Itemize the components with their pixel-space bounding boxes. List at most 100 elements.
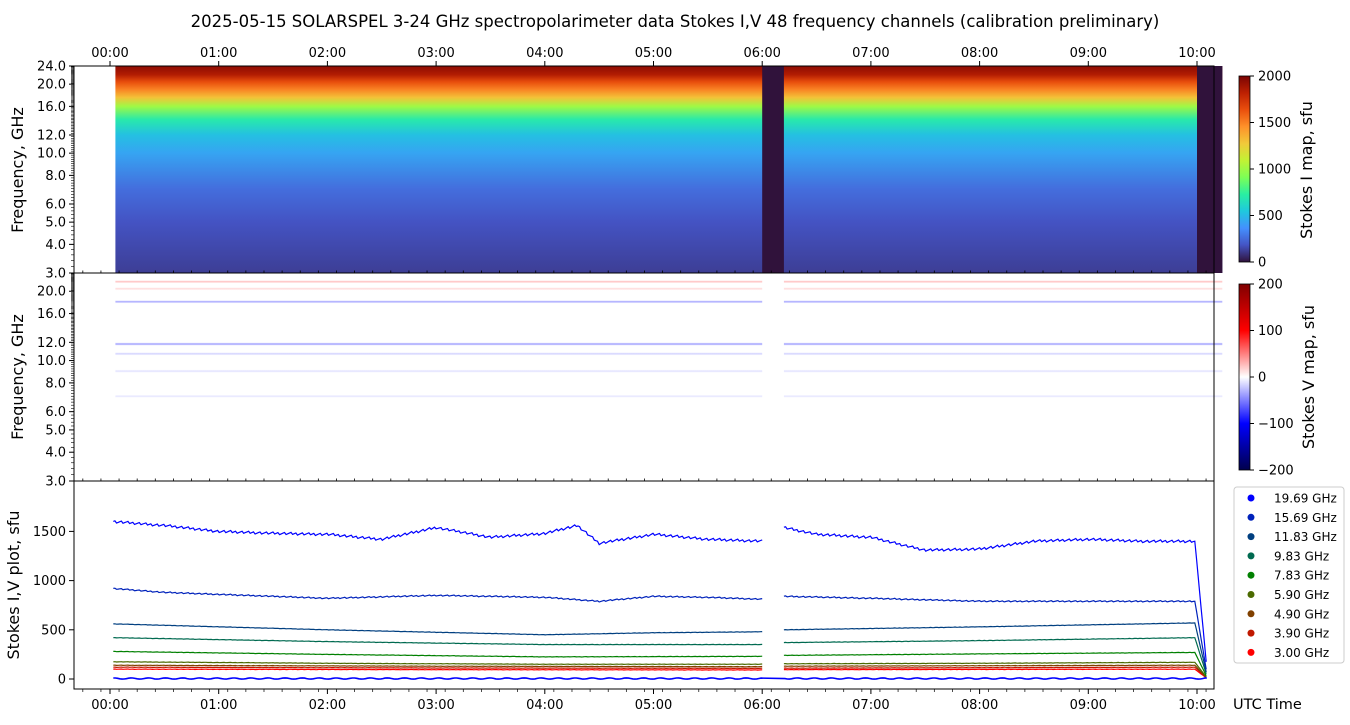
legend-label: 3.00 GHz: [1274, 646, 1329, 660]
top-tick-label: 03:00: [417, 46, 454, 61]
colorbar-tick-label: 1000: [1258, 163, 1291, 178]
figure-title: 2025-05-15 SOLARSPEL 3-24 GHz spectropol…: [191, 12, 1160, 31]
stokes-i-ylabel: Frequency, GHz: [8, 107, 27, 233]
legend-marker: [1247, 513, 1255, 521]
freq-tick-label: 8.0: [45, 376, 66, 391]
stokes-i-spectrum: [115, 66, 1223, 273]
legend: 19.69 GHz 15.69 GHz 11.83 GHz 9.83 GHz 7.83 …: [1233, 486, 1345, 664]
series-line: [113, 636, 763, 646]
top-tick-label: 06:00: [743, 46, 780, 61]
series-line: [113, 668, 763, 671]
freq-tick-label: 16.0: [37, 100, 66, 115]
stokes-v-colorbar-label: Stokes V map, sfu: [1299, 305, 1318, 449]
stokes-v-trace: [113, 677, 1207, 680]
legend-label: 3.90 GHz: [1274, 627, 1329, 641]
top-tick-label: 02:00: [309, 46, 346, 61]
legend-label: 5.90 GHz: [1274, 588, 1329, 602]
stokes-i-panel: 00:00 01:00 02:00 03:00 04:00 05:00 06:00 07:00…: [8, 46, 1316, 282]
profiles-panel: 00:00 01:00 02:00 03:00 04:00 05:00 06:00 07:00…: [4, 480, 1345, 713]
x-tick-label: 07:00: [852, 698, 889, 713]
series-line: [783, 668, 1207, 679]
series-line: [113, 650, 763, 658]
stokes-i-colorbar: [1238, 75, 1251, 263]
freq-tick-label: 12.0: [37, 129, 66, 144]
legend-marker: [1247, 629, 1255, 637]
freq-tick-label: 8.0: [45, 169, 66, 184]
top-tick-label: 09:00: [1070, 46, 1107, 61]
stokes-i-freq-ticks: 3.0 4.0 5.0 6.0 8.0 10.0 12.0 16.0 20.0 24.0: [37, 60, 74, 282]
series-line: [783, 664, 1207, 678]
top-tick-label: 10:00: [1178, 46, 1215, 61]
profiles-series: [113, 520, 1207, 680]
freq-tick-label: 10.0: [37, 147, 66, 162]
freq-tick-label: 4.0: [45, 446, 66, 461]
legend-label: 9.83 GHz: [1274, 549, 1329, 563]
freq-tick-label: 20.0: [37, 285, 66, 300]
top-tick-label: 00:00: [91, 46, 128, 61]
legend-marker: [1247, 571, 1255, 579]
legend-marker: [1247, 591, 1255, 598]
y-tick-label: 500: [41, 623, 66, 638]
series-line: [783, 595, 1207, 670]
legend-marker: [1247, 494, 1255, 502]
freq-tick-label: 12.0: [37, 336, 66, 351]
y-tick-label: 1500: [33, 525, 66, 540]
top-tick-label: 08:00: [961, 46, 998, 61]
freq-tick-label: 3.0: [45, 267, 66, 282]
series-line: [113, 587, 763, 603]
top-tick-label: 05:00: [635, 46, 672, 61]
freq-tick-label: 6.0: [45, 198, 66, 213]
stokes-i-colorbar-label: Stokes I map, sfu: [1297, 101, 1316, 239]
profiles-frame: [73, 480, 1215, 690]
x-tick-label: 08:00: [961, 698, 998, 713]
stokes-i-gap: [762, 66, 784, 273]
stokes-v-freq-ticks: 3.0 4.0 5.0 6.0 8.0 10.0 12.0 16.0 20.0: [37, 272, 74, 490]
y-tick-label: 1000: [33, 574, 66, 589]
colorbar-tick-label: −100: [1258, 417, 1294, 432]
x-tick-label: 01:00: [200, 698, 237, 713]
x-tick-label: 05:00: [635, 698, 672, 713]
freq-tick-label: 16.0: [37, 307, 66, 322]
legend-marker: [1247, 533, 1255, 541]
series-line: [113, 664, 763, 668]
series-line: [783, 661, 1207, 678]
colorbar-tick-label: 0: [1258, 256, 1266, 271]
x-tick-label: 06:00: [743, 698, 780, 713]
legend-label: 15.69 GHz: [1274, 511, 1337, 525]
top-tick-label: 01:00: [200, 46, 237, 61]
colorbar-tick-label: 2000: [1258, 70, 1291, 85]
x-tick-label: 09:00: [1070, 698, 1107, 713]
series-line: [783, 666, 1207, 678]
x-tick-label: 10:00: [1178, 698, 1215, 713]
top-tick-label: 04:00: [526, 46, 563, 61]
x-tick-label: 04:00: [526, 698, 563, 713]
legend-box: [1233, 486, 1345, 664]
freq-tick-label: 24.0: [37, 60, 66, 75]
colorbar-tick-label: 200: [1258, 278, 1283, 293]
stokes-v-colorbar: [1238, 283, 1251, 471]
x-tick-label: 00:00: [91, 698, 128, 713]
profiles-x-ticks: 00:00 01:00 02:00 03:00 04:00 05:00 06:00 07:00…: [82, 689, 1216, 713]
legend-marker: [1247, 552, 1255, 560]
stokes-i-colorbar-ticks: 0 500 1000 1500 2000: [1250, 70, 1291, 271]
freq-tick-label: 4.0: [45, 238, 66, 253]
freq-tick-label: 5.0: [45, 423, 66, 438]
legend-marker: [1247, 648, 1255, 656]
profiles-y-ticks: 0 500 1000 1500: [33, 525, 74, 688]
colorbar-tick-label: 1500: [1258, 116, 1291, 131]
freq-tick-label: 3.0: [45, 475, 66, 490]
series-line: [113, 623, 763, 636]
series-line: [783, 526, 1207, 662]
colorbar-tick-label: 500: [1258, 209, 1283, 224]
y-tick-label: 0: [58, 673, 66, 688]
legend-label: 19.69 GHz: [1274, 492, 1337, 506]
freq-tick-label: 10.0: [37, 354, 66, 369]
freq-tick-label: 5.0: [45, 216, 66, 231]
series-line: [113, 520, 763, 546]
legend-label: 4.90 GHz: [1274, 607, 1329, 621]
top-time-ticks: 00:00 01:00 02:00 03:00 04:00 05:00 06:00 07:00…: [91, 46, 1216, 66]
stokes-v-panel: 3.0 4.0 5.0 6.0 8.0 10.0 12.0 16.0 20.0 Frequenc…: [8, 270, 1318, 490]
series-line: [783, 651, 1207, 676]
stokes-v-colorbar-ticks: −200 −100 0 100 200: [1250, 278, 1294, 479]
